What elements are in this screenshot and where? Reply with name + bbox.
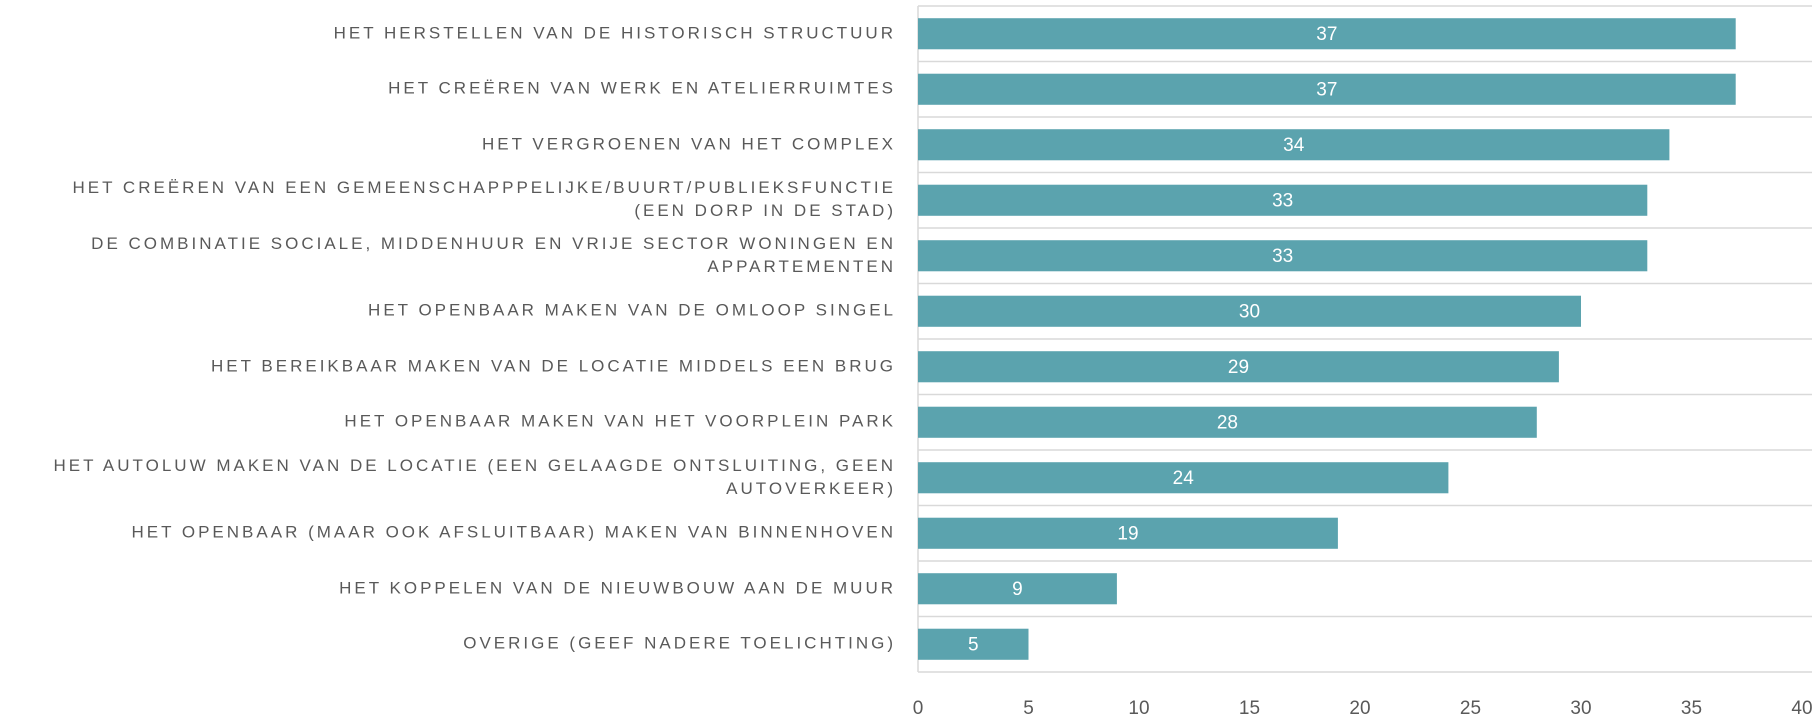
category-label: OVERIGE (GEEF NADERE TOELICHTING) (463, 633, 896, 653)
x-tick-label: 20 (1349, 698, 1370, 719)
data-label: 33 (1272, 190, 1293, 211)
category-label: HET OPENBAAR (MAAR OOK AFSLUITBAAR) MAKE… (131, 522, 896, 542)
bar (918, 573, 1117, 605)
x-tick-label: 35 (1681, 698, 1702, 719)
data-label: 30 (1239, 301, 1260, 322)
data-label: 28 (1217, 412, 1238, 433)
x-tick-label: 10 (1128, 698, 1149, 719)
x-tick-label: 5 (1023, 698, 1034, 719)
data-label: 19 (1117, 523, 1138, 544)
data-label: 29 (1228, 357, 1249, 378)
data-label: 24 (1173, 468, 1195, 489)
category-label: HET VERGROENEN VAN HET COMPLEX (481, 134, 896, 154)
category-label: HET AUTOLUW MAKEN VAN DE LOCATIE (EEN GE… (53, 455, 896, 498)
bar (918, 406, 1537, 438)
category-label: HET CREËREN VAN WERK EN ATELIERRUIMTES (388, 78, 896, 98)
bar (918, 73, 1736, 105)
x-tick-label: 25 (1460, 698, 1481, 719)
category-label: HET CREËREN VAN EEN GEMEENSCHAPPPELIJKE/… (72, 178, 896, 221)
bar (918, 295, 1581, 327)
data-label: 5 (968, 634, 979, 655)
data-label: 34 (1283, 135, 1305, 156)
bar (918, 129, 1670, 161)
bar (918, 462, 1449, 494)
data-label: 9 (1012, 579, 1023, 600)
x-tick-label: 15 (1239, 698, 1260, 719)
bar (918, 184, 1648, 216)
bar (918, 240, 1648, 272)
data-label: 37 (1316, 79, 1337, 100)
category-label: HET KOPPELEN VAN DE NIEUWBOUW AAN DE MUU… (339, 578, 896, 598)
x-tick-label: 0 (913, 698, 924, 719)
bar (918, 351, 1559, 383)
bar (918, 517, 1338, 549)
data-label: 37 (1316, 24, 1337, 45)
bar (918, 628, 1029, 660)
category-label: HET HERSTELLEN VAN DE HISTORISCH STRUCTU… (333, 23, 896, 43)
category-label: HET OPENBAAR MAKEN VAN HET VOORPLEIN PAR… (344, 411, 896, 431)
x-tick-label: 40 (1791, 698, 1812, 719)
category-label: HET BEREIKBAAR MAKEN VAN DE LOCATIE MIDD… (210, 356, 896, 376)
category-label: DE COMBINATIE SOCIALE, MIDDENHUUR EN VRI… (91, 233, 896, 276)
x-tick-label: 30 (1570, 698, 1591, 719)
bar (918, 18, 1736, 50)
data-label: 33 (1272, 246, 1293, 267)
category-label: HET OPENBAAR MAKEN VAN DE OMLOOP SINGEL (368, 300, 896, 320)
